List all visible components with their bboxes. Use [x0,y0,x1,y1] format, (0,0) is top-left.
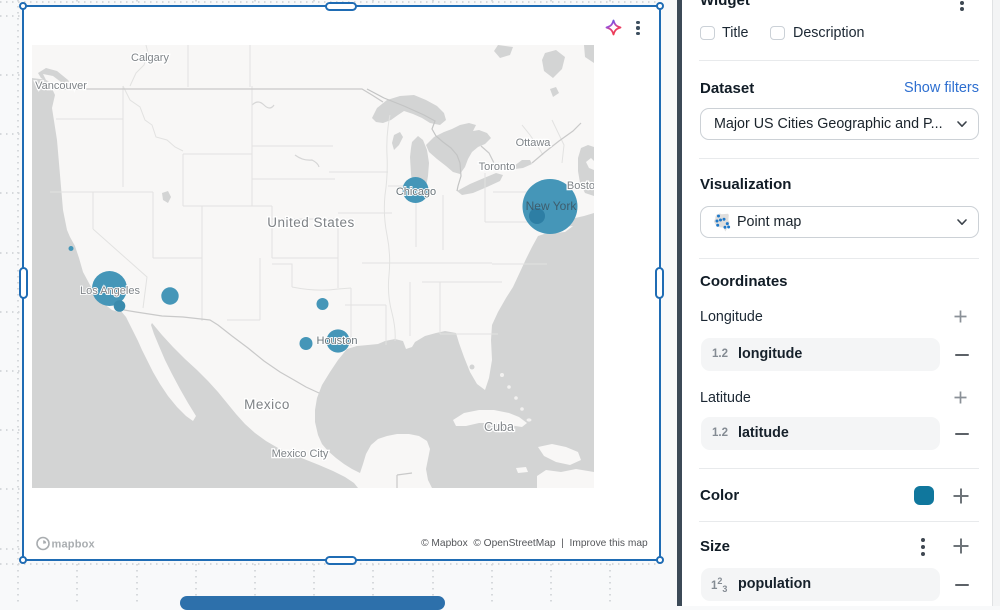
svg-text:Toronto: Toronto [479,161,516,173]
svg-text:Mexico: Mexico [244,397,290,412]
svg-text:Calgary: Calgary [131,52,169,64]
svg-text:Ottawa: Ottawa [516,137,552,149]
svg-text:New York: New York [526,199,578,213]
svg-text:Cuba: Cuba [484,420,514,434]
svg-text:Mexico City: Mexico City [272,448,329,460]
svg-text:Vancouver: Vancouver [35,80,87,92]
svg-text:United States: United States [267,215,355,230]
svg-text:Los Angeles: Los Angeles [80,285,140,297]
svg-text:mapbox: mapbox [51,538,95,550]
svg-text:Houston: Houston [316,335,357,347]
svg-text:Chicago: Chicago [396,186,436,198]
svg-text:Boston: Boston [567,180,594,192]
